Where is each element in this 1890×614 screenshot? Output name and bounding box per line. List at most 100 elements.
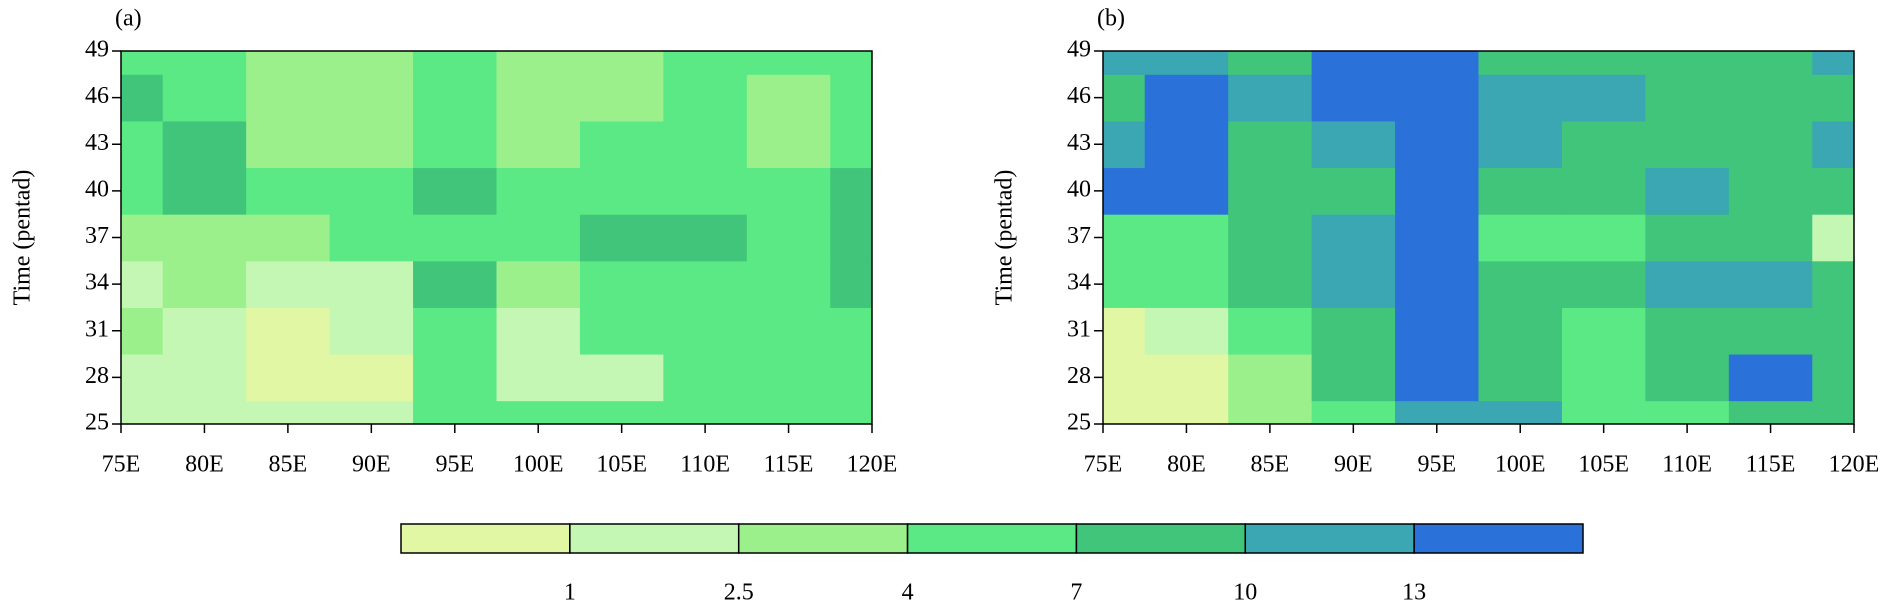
contour-cell xyxy=(121,354,164,402)
contour-cell xyxy=(496,120,581,169)
contour-cell xyxy=(830,120,873,169)
contour-cell xyxy=(1228,51,1313,75)
contour-cell xyxy=(1103,400,1146,425)
contour-cell xyxy=(1478,74,1563,122)
contour-cell xyxy=(579,307,664,355)
x-tick-label: 85E xyxy=(269,452,308,478)
contour-cell xyxy=(1478,120,1563,169)
contour-cell xyxy=(1812,400,1855,425)
contour-cell xyxy=(162,167,247,215)
contour-cell xyxy=(1103,354,1146,402)
contour-cell xyxy=(1103,51,1146,75)
contour-cell xyxy=(1144,354,1229,402)
contour-cell xyxy=(1645,354,1730,402)
colorbar-label: 10 xyxy=(1233,580,1257,606)
y-tick-label: 31 xyxy=(85,316,109,342)
contour-cell xyxy=(329,354,414,402)
contour-cell xyxy=(496,51,581,75)
colorbar-label: 7 xyxy=(1070,580,1082,606)
contour-cell xyxy=(1311,74,1396,122)
contour-cell xyxy=(579,260,664,308)
colorbar-box xyxy=(737,523,909,554)
y-tick-label: 25 xyxy=(85,410,109,436)
contour-cell xyxy=(246,74,331,122)
contour-cell xyxy=(1561,120,1646,169)
contour-cell xyxy=(1812,167,1855,215)
contour-cell xyxy=(1228,167,1313,215)
contour-cell xyxy=(746,214,831,262)
contour-cell xyxy=(579,167,664,215)
contour-cell xyxy=(1144,400,1229,425)
y-tick-label: 40 xyxy=(1067,176,1091,202)
x-tick-label: 115E xyxy=(764,452,814,478)
contour-cell xyxy=(663,167,748,215)
contour-cell xyxy=(329,260,414,308)
contour-cell xyxy=(1561,307,1646,355)
contour-cell xyxy=(1228,74,1313,122)
x-tick-label: 80E xyxy=(1167,452,1206,478)
contour-cell xyxy=(246,167,331,215)
contour-cell xyxy=(1645,51,1730,75)
contour-cell xyxy=(1728,260,1813,308)
contour-cell xyxy=(496,260,581,308)
contour-cell xyxy=(830,214,873,262)
y-tick-label: 34 xyxy=(1067,270,1091,296)
panel-label: (a) xyxy=(115,6,142,32)
contour-cell xyxy=(329,51,414,75)
contour-cell xyxy=(1311,400,1396,425)
y-tick-label: 49 xyxy=(1067,37,1091,63)
contour-cell xyxy=(663,214,748,262)
contour-cell xyxy=(246,400,331,425)
contour-cell xyxy=(830,307,873,355)
contour-cell xyxy=(162,354,247,402)
colorbar-label: 2.5 xyxy=(724,580,754,606)
contour-cell xyxy=(1311,260,1396,308)
contour-cell xyxy=(746,260,831,308)
contour-cell xyxy=(413,214,497,262)
contour-cell xyxy=(1561,214,1646,262)
x-tick-label: 75E xyxy=(102,452,141,478)
contour-cell xyxy=(830,260,873,308)
panel-label: (b) xyxy=(1097,6,1125,32)
contour-cell xyxy=(746,307,831,355)
contour-cell xyxy=(413,120,497,169)
contour-cell xyxy=(1645,74,1730,122)
contour-cell xyxy=(1311,120,1396,169)
contour-cell xyxy=(1645,120,1730,169)
contour-cell xyxy=(1478,214,1563,262)
contour-cell xyxy=(1478,260,1563,308)
contour-cell xyxy=(1395,354,1479,402)
contour-cell xyxy=(1395,74,1479,122)
contour-cell xyxy=(746,354,831,402)
contour-cell xyxy=(746,400,831,425)
contour-cell xyxy=(1103,167,1146,215)
contour-cell xyxy=(413,354,497,402)
y-tick-label: 28 xyxy=(1067,363,1091,389)
contour-cell xyxy=(1478,167,1563,215)
contour-cell xyxy=(746,51,831,75)
contour-cell xyxy=(1728,214,1813,262)
y-tick-label: 40 xyxy=(85,176,109,202)
contour-cell xyxy=(121,51,164,75)
contour-field xyxy=(1103,51,1855,425)
contour-cell xyxy=(1103,120,1146,169)
contour-cell xyxy=(1645,167,1730,215)
y-tick-label: 25 xyxy=(1067,410,1091,436)
contour-cell xyxy=(830,74,873,122)
contour-cell xyxy=(1395,307,1479,355)
contour-cell xyxy=(579,120,664,169)
contour-cell xyxy=(579,400,664,425)
contour-cell xyxy=(1812,74,1855,122)
contour-cell xyxy=(1728,51,1813,75)
colorbar-box xyxy=(1413,523,1584,554)
colorbar-box xyxy=(569,523,740,554)
contour-cell xyxy=(1144,120,1229,169)
colorbar-box xyxy=(1075,523,1247,554)
contour-cell xyxy=(1395,120,1479,169)
contour-cell xyxy=(746,120,831,169)
contour-cell xyxy=(496,307,581,355)
x-tick-label: 100E xyxy=(1495,452,1546,478)
contour-cell xyxy=(246,307,331,355)
contour-cell xyxy=(1103,260,1146,308)
contour-cell xyxy=(413,167,497,215)
